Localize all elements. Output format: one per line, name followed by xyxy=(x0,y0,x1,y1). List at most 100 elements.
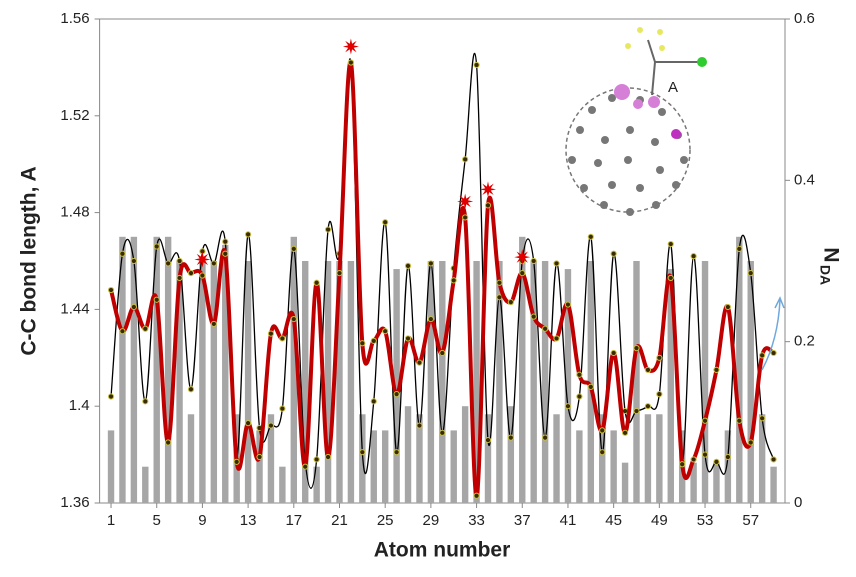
bond xyxy=(652,62,655,95)
point xyxy=(188,387,193,392)
bar xyxy=(371,430,377,503)
point xyxy=(565,404,570,409)
chart: 1.361.41.441.481.521.5600.20.40.61591317… xyxy=(0,0,856,572)
point xyxy=(771,350,776,355)
bar xyxy=(428,261,434,503)
point xyxy=(120,251,125,256)
point xyxy=(337,271,342,276)
point xyxy=(600,450,605,455)
bar xyxy=(610,430,616,503)
x-tick-label: 33 xyxy=(468,512,485,529)
point xyxy=(348,60,353,65)
star-marker xyxy=(514,249,530,265)
y2-tick-label: 0 xyxy=(794,494,802,511)
bar xyxy=(485,414,491,503)
point xyxy=(291,316,296,321)
point xyxy=(234,459,239,464)
point xyxy=(325,227,330,232)
point xyxy=(257,454,262,459)
y-tick-label: 1.56 xyxy=(60,10,89,27)
point xyxy=(714,367,719,372)
point xyxy=(760,353,765,358)
point xyxy=(268,331,273,336)
y-tick-label: 1.4 xyxy=(69,397,90,414)
point xyxy=(371,399,376,404)
point xyxy=(268,423,273,428)
x-tick-label: 29 xyxy=(423,512,440,529)
point xyxy=(154,297,159,302)
bar xyxy=(405,406,411,503)
point xyxy=(291,246,296,251)
point xyxy=(520,271,525,276)
point xyxy=(760,416,765,421)
atom-highlight xyxy=(648,96,660,108)
x-tick-label: 53 xyxy=(697,512,714,529)
point xyxy=(428,316,433,321)
atom-highlight xyxy=(614,84,630,100)
point xyxy=(588,234,593,239)
arrow xyxy=(762,300,780,370)
cage xyxy=(566,88,690,212)
point xyxy=(554,336,559,341)
y-tick-label: 1.44 xyxy=(60,300,89,317)
y-tick-label: 1.52 xyxy=(60,107,89,124)
x-tick-label: 9 xyxy=(198,512,206,529)
point xyxy=(177,258,182,263)
point xyxy=(474,493,479,498)
star-marker xyxy=(457,193,473,209)
star-marker xyxy=(194,252,210,268)
point xyxy=(280,406,285,411)
cage-atoms xyxy=(568,94,688,216)
bar xyxy=(542,261,548,503)
point xyxy=(154,244,159,249)
point xyxy=(371,338,376,343)
bar xyxy=(199,261,205,503)
point xyxy=(737,418,742,423)
point xyxy=(417,423,422,428)
point xyxy=(417,360,422,365)
point xyxy=(405,263,410,268)
point xyxy=(543,326,548,331)
point xyxy=(280,336,285,341)
point xyxy=(702,452,707,457)
x-axis-title: Atom number xyxy=(374,539,511,562)
bar xyxy=(645,414,651,503)
point xyxy=(223,251,228,256)
y2-title-sub: DA xyxy=(817,265,833,285)
bar xyxy=(279,467,285,503)
bar xyxy=(325,261,331,503)
point xyxy=(702,418,707,423)
y-axis-title: C-C bond length, A xyxy=(18,166,41,355)
star-marker xyxy=(480,181,496,197)
point xyxy=(383,329,388,334)
point xyxy=(691,457,696,462)
x-tick-label: 5 xyxy=(153,512,161,529)
point xyxy=(485,203,490,208)
bar xyxy=(725,430,731,503)
point xyxy=(508,435,513,440)
point xyxy=(543,435,548,440)
point xyxy=(405,336,410,341)
x-tick-label: 37 xyxy=(514,512,531,529)
x-tick-label: 1 xyxy=(107,512,115,529)
point xyxy=(748,271,753,276)
bar xyxy=(188,414,194,503)
bar xyxy=(439,261,445,503)
x-tick-label: 17 xyxy=(285,512,302,529)
point xyxy=(611,350,616,355)
point xyxy=(131,304,136,309)
point xyxy=(314,457,319,462)
point xyxy=(360,341,365,346)
y2-title-main: N xyxy=(819,247,842,262)
point xyxy=(668,241,673,246)
point xyxy=(383,220,388,225)
point xyxy=(634,408,639,413)
bar xyxy=(245,261,251,503)
point xyxy=(166,261,171,266)
annotation: A xyxy=(668,79,678,96)
bar xyxy=(313,467,319,503)
point xyxy=(131,258,136,263)
y2-tick-label: 0.6 xyxy=(794,10,815,27)
point xyxy=(714,459,719,464)
point xyxy=(485,437,490,442)
